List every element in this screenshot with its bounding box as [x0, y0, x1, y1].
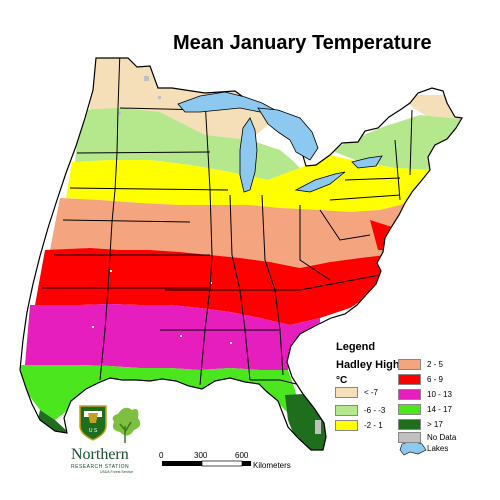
- logo-name: Northern: [71, 446, 129, 463]
- legend-label: 2 - 5: [427, 360, 444, 369]
- logo-agency: USDA Forest Service: [100, 470, 134, 474]
- legend-item-lakes: Lakes: [427, 444, 448, 453]
- legend-label: Lakes: [427, 444, 449, 453]
- legend-label: 6 - 9: [427, 375, 444, 384]
- legend-label: -6 - -3: [364, 406, 386, 415]
- legend-swatch: [398, 419, 421, 430]
- legend-item: 14 - 17: [398, 404, 452, 415]
- map-title: Mean January Temperature: [173, 32, 432, 54]
- legend-item: -6 - -3: [335, 405, 385, 416]
- legend-subtitle: Hadley High: [336, 359, 400, 371]
- scale-unit-label: Kilometers: [253, 461, 291, 470]
- legend-swatch: [398, 432, 421, 443]
- legend-label: -2 - 1: [364, 421, 383, 430]
- legend-item: 2 - 5: [398, 359, 443, 370]
- logo-subname: RESEARCH STATION: [71, 464, 130, 470]
- legend-swatch: [398, 359, 421, 370]
- legend-label: < -7: [364, 388, 379, 397]
- legend-label: 14 - 17: [427, 405, 452, 414]
- scale-bar: [162, 460, 251, 467]
- legend-label: No Data: [427, 433, 457, 442]
- scale-tick-label: 0: [159, 451, 164, 460]
- legend-title: Legend: [336, 341, 376, 353]
- legend-unit: °C: [336, 375, 348, 386]
- legend-item: < -7: [335, 387, 378, 398]
- svg-text:U S: U S: [89, 428, 98, 434]
- legend-item: 6 - 9: [398, 374, 443, 385]
- legend-item: 10 - 13: [398, 389, 452, 400]
- legend-swatch: [335, 405, 358, 416]
- legend-swatch: [335, 387, 358, 398]
- legend-swatch: [398, 389, 421, 400]
- lakes-legend-icon: [399, 440, 427, 456]
- scale-tick-label: 600: [235, 451, 249, 460]
- legend-item: No Data: [398, 432, 456, 443]
- tree-logo-icon: [112, 407, 141, 443]
- legend-item: -2 - 1: [335, 420, 383, 431]
- legend-swatch: [335, 420, 358, 431]
- great-lakes: [177, 91, 383, 193]
- legend-label: 10 - 13: [427, 390, 452, 399]
- scale-tick-label: 300: [194, 451, 208, 460]
- legend-swatch: [398, 374, 421, 385]
- legend-label: > 17: [427, 420, 443, 429]
- legend-swatch: [398, 404, 421, 415]
- forest-service-shield-icon: U S: [79, 405, 107, 441]
- legend-item: > 17: [398, 419, 443, 430]
